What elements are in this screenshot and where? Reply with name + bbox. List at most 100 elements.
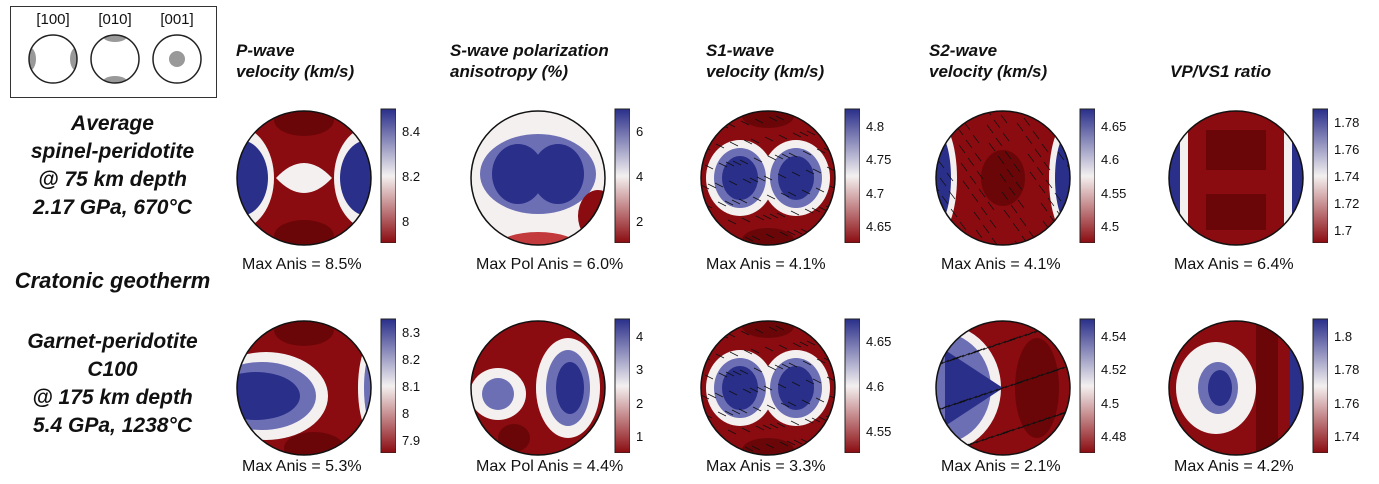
colorbar <box>844 108 860 243</box>
separator-label: Cratonic geotherm <box>14 268 211 293</box>
column-title-line: S1-wave <box>706 41 775 60</box>
column-title-line: P-wave <box>236 41 295 60</box>
row-label-line: @ 175 km depth <box>32 386 193 409</box>
colorbar-tick-label: 2 <box>636 395 644 411</box>
max-anisotropy-label: Max Pol Anis = 6.0% <box>476 256 624 273</box>
colorbar-tick-label: 4.52 <box>1101 362 1127 378</box>
colorbar <box>614 318 630 453</box>
column-title-vp-vs1: VP/VS1 ratio <box>1170 61 1271 82</box>
max-anisotropy-label: Max Anis = 8.5% <box>242 256 362 273</box>
colorbar-tick-label: 1 <box>636 429 644 445</box>
max-anisotropy-label: Max Pol Anis = 4.4% <box>476 458 624 475</box>
colorbar <box>1312 108 1328 243</box>
colorbar-tick-label: 4.7 <box>866 185 885 201</box>
colorbar-tick-label: 4.8 <box>866 118 885 134</box>
colorbar-tick-label: 1.74 <box>1334 169 1360 184</box>
colorbar-tick-label: 4 <box>636 169 644 184</box>
legend-pole-figure-001 <box>152 34 202 84</box>
pole-figure-plot <box>1168 110 1304 246</box>
column-title-s1-wave: S1-wave velocity (km/s) <box>706 40 824 82</box>
legend-label-010: [010] <box>98 11 132 28</box>
column-title-line: VP/VS1 ratio <box>1170 62 1272 81</box>
colorbar-tick-label: 3 <box>636 362 644 378</box>
colorbar-tick-label: 8 <box>402 405 410 421</box>
column-title-s2-wave: S2-wave velocity (km/s) <box>929 40 1047 82</box>
max-anisotropy-label: Max Anis = 4.1% <box>941 256 1061 273</box>
crystal-axes-legend: [100] [010] [001] <box>10 6 217 98</box>
pole-figure-plot <box>700 110 836 246</box>
max-anisotropy-label: Max Anis = 4.2% <box>1174 458 1294 475</box>
row-label-garnet: Garnet-peridotite C100 @ 175 km depth 5.… <box>0 328 225 440</box>
colorbar-tick-label: 4.6 <box>866 379 885 394</box>
row-label-line: @ 75 km depth <box>38 168 187 191</box>
colorbar-tick-label: 1.7 <box>1334 222 1353 238</box>
colorbar <box>1079 108 1095 243</box>
pole-figure-plot <box>470 110 606 246</box>
colorbar-tick-label: 1.76 <box>1334 142 1360 158</box>
legend-pole-figure-010 <box>90 34 140 84</box>
max-anisotropy-label: Max Anis = 3.3% <box>706 458 826 475</box>
pole-figure-plot <box>470 320 606 456</box>
row-label-line: C100 <box>87 358 138 381</box>
colorbar-tick-label: 1.78 <box>1334 115 1360 131</box>
colorbar-tick-label: 8 <box>402 213 410 229</box>
colorbar <box>844 318 860 453</box>
max-anisotropy-label: Max Anis = 2.1% <box>941 458 1061 475</box>
colorbar-tick-label: 4.48 <box>1101 429 1127 445</box>
colorbar <box>380 318 396 453</box>
colorbar-tick-label: 4.65 <box>866 334 892 350</box>
pole-figure-plot <box>236 110 372 246</box>
colorbar-tick-label: 4.65 <box>866 219 892 235</box>
colorbar-tick-label: 4.55 <box>866 423 892 439</box>
pole-figure-plot <box>935 110 1071 246</box>
pole-figure-plot <box>700 320 836 456</box>
colorbar-tick-label: 1.8 <box>1334 328 1353 344</box>
column-title-line: anisotropy (%) <box>450 62 569 81</box>
colorbar <box>1079 318 1095 453</box>
colorbar-tick-label: 8.3 <box>402 325 421 341</box>
pole-figure-plot <box>935 320 1071 456</box>
colorbar-tick-label: 4 <box>636 328 644 344</box>
column-title-s-wave-polarization: S-wave polarization anisotropy (%) <box>450 40 609 82</box>
max-anisotropy-label: Max Anis = 4.1% <box>706 256 826 273</box>
row-label-line: Average <box>71 112 154 135</box>
colorbar-tick-label: 4.5 <box>1101 219 1120 235</box>
colorbar-tick-label: 1.74 <box>1334 429 1360 445</box>
colorbar-tick-label: 1.72 <box>1334 195 1360 211</box>
colorbar-tick-label: 8.1 <box>402 379 421 394</box>
colorbar-tick-label: 4.75 <box>866 152 892 168</box>
pole-figure-plot <box>236 320 372 456</box>
colorbar-tick-label: 4.55 <box>1101 185 1127 201</box>
colorbar-tick-label: 4.5 <box>1101 395 1120 411</box>
row-label-line: 2.17 GPa, 670°C <box>33 196 192 219</box>
colorbar <box>380 108 396 243</box>
colorbar <box>614 108 630 243</box>
legend-pole-figure-100 <box>28 34 78 84</box>
row-label-line: spinel-peridotite <box>30 140 195 163</box>
colorbar-tick-label: 6 <box>636 124 644 140</box>
colorbar-tick-label: 8.4 <box>402 124 421 140</box>
max-anisotropy-label: Max Anis = 5.3% <box>242 458 362 475</box>
column-title-p-wave: P-wave velocity (km/s) <box>236 40 354 82</box>
colorbar-tick-label: 7.9 <box>402 432 421 448</box>
row-label-line: 5.4 GPa, 1238°C <box>33 414 192 437</box>
colorbar-tick-label: 4.54 <box>1101 328 1127 344</box>
colorbar <box>1312 318 1328 453</box>
column-title-line: S-wave polarization <box>450 41 609 60</box>
row-label-spinel: Average spinel-peridotite @ 75 km depth … <box>0 110 225 222</box>
column-title-line: S2-wave <box>929 41 998 60</box>
column-title-line: velocity (km/s) <box>706 62 825 81</box>
row-label-line: Garnet-peridotite <box>27 330 198 353</box>
max-anisotropy-label: Max Anis = 6.4% <box>1174 256 1294 273</box>
colorbar-tick-label: 1.76 <box>1334 395 1360 411</box>
column-title-line: velocity (km/s) <box>929 62 1048 81</box>
colorbar-tick-label: 4.65 <box>1101 118 1127 134</box>
colorbar-tick-label: 8.2 <box>402 352 421 368</box>
pole-figure-plot <box>1168 320 1304 456</box>
colorbar-tick-label: 2 <box>636 213 644 229</box>
column-title-line: velocity (km/s) <box>236 62 355 81</box>
legend-label-100: [100] <box>36 11 70 28</box>
colorbar-tick-label: 8.2 <box>402 169 421 184</box>
colorbar-tick-label: 4.6 <box>1101 152 1120 168</box>
colorbar-tick-label: 1.78 <box>1334 362 1360 378</box>
